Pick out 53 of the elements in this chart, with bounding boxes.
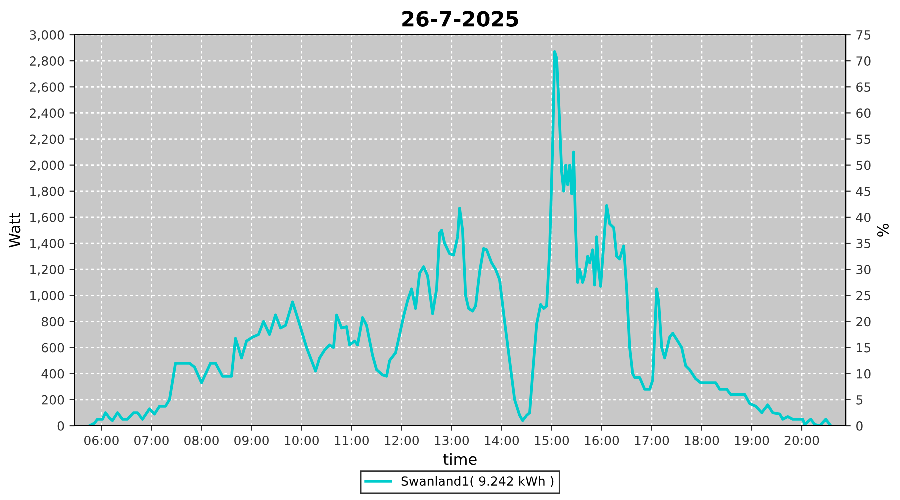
x-tick-label: 06:00 bbox=[84, 436, 119, 446]
y-tick-label: 0 bbox=[58, 421, 64, 431]
y-tick-label: 1,400 bbox=[30, 239, 64, 250]
x-axis-title: time bbox=[444, 453, 477, 466]
y2-tick-label: 0 bbox=[856, 421, 863, 431]
y-tick-label: 800 bbox=[42, 317, 64, 327]
x-tick-label: 11:00 bbox=[335, 436, 369, 446]
chart-title: 26-7-2025 bbox=[402, 11, 518, 27]
y-tick-label: 2,200 bbox=[30, 134, 64, 146]
y-tick-label: 2,800 bbox=[30, 56, 64, 68]
x-tick-label: 10:00 bbox=[285, 436, 319, 446]
y2-tick-label: 50 bbox=[856, 160, 871, 170]
y2-tick-label: 65 bbox=[856, 82, 871, 92]
x-tick-label: 18:00 bbox=[685, 436, 720, 446]
y-tick-label: 1,200 bbox=[30, 265, 64, 276]
y-tick-label: 1,000 bbox=[30, 291, 64, 302]
y2-tick-label: 35 bbox=[856, 239, 871, 248]
y-tick-label: 3,000 bbox=[30, 30, 64, 42]
y2-tick-label: 70 bbox=[856, 56, 871, 66]
x-tick-label: 14:00 bbox=[485, 436, 520, 446]
y-tick-label: 400 bbox=[42, 369, 64, 379]
x-tick-label: 16:00 bbox=[585, 436, 620, 446]
x-tick-label: 13:00 bbox=[435, 436, 470, 446]
y-tick-label: 200 bbox=[42, 395, 64, 405]
y2-tick-label: 40 bbox=[856, 212, 871, 222]
y-tick-label: 1,800 bbox=[30, 186, 64, 198]
x-tick-label: 20:00 bbox=[784, 436, 820, 446]
x-tick-label: 07:00 bbox=[134, 436, 169, 446]
y2-tick-label: 55 bbox=[856, 134, 871, 144]
line-series bbox=[88, 50, 832, 426]
y2-tick-label: 60 bbox=[856, 108, 871, 118]
y2-tick-label: 15 bbox=[857, 343, 871, 353]
y2-tick-label: 10 bbox=[857, 369, 871, 379]
x-tick-label: 15:00 bbox=[535, 436, 570, 446]
y-tick-label: 2,000 bbox=[30, 160, 64, 172]
y2-tick-label: 75 bbox=[856, 30, 871, 40]
x-tick-label: 09:00 bbox=[234, 436, 269, 446]
y2-tick-label: 5 bbox=[856, 396, 863, 405]
x-tick-label: 17:00 bbox=[635, 436, 670, 446]
y2-tick-label: 45 bbox=[856, 187, 871, 196]
y2-tick-label: 30 bbox=[856, 265, 871, 275]
y2-tick-label: 25 bbox=[856, 291, 871, 301]
x-tick-label: 08:00 bbox=[184, 436, 219, 446]
y-tick-label: 600 bbox=[42, 343, 64, 353]
legend-label: Swanland1( 9.242 kWh ) bbox=[402, 476, 554, 488]
x-tick-label: 19:00 bbox=[735, 436, 770, 446]
y-tick-label: 2,600 bbox=[30, 82, 64, 94]
x-tick-label: 12:00 bbox=[385, 436, 420, 446]
y-tick-label: 2,400 bbox=[30, 108, 64, 120]
y-axis-title: Watt bbox=[9, 213, 21, 248]
y2-axis-title: % bbox=[877, 224, 890, 237]
y-tick-label: 1,600 bbox=[30, 212, 64, 224]
y2-tick-label: 20 bbox=[856, 317, 871, 327]
